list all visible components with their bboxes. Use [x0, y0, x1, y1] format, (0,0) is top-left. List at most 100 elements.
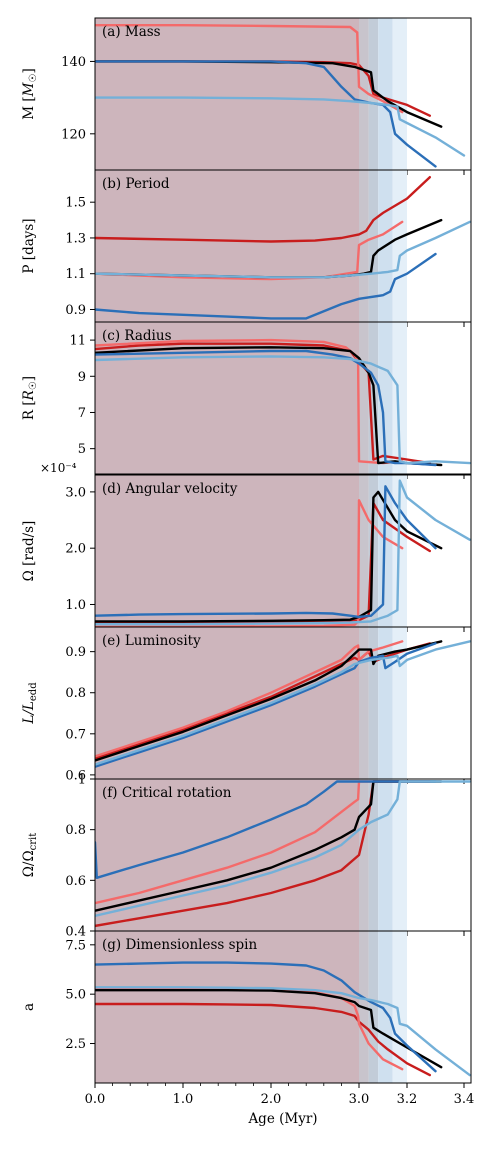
- shaded-region: [95, 170, 359, 322]
- y-tick-label: 9: [78, 370, 86, 385]
- y-tick-label: 0.9: [65, 645, 86, 660]
- y-tick-label: 120: [61, 127, 86, 142]
- panel-title: (c) Radius: [102, 328, 172, 344]
- series-lines: [95, 24, 466, 168]
- shaded-region: [378, 627, 393, 779]
- y-axis-label: P [days]: [21, 218, 37, 273]
- shaded-region: [359, 779, 369, 931]
- shaded-region: [95, 475, 359, 627]
- y-tick-label: 140: [61, 55, 86, 70]
- y-tick-label: 11: [69, 334, 86, 349]
- series-lines: [95, 961, 471, 1077]
- y-tick-label: 1.5: [65, 196, 86, 211]
- series-line: [95, 989, 443, 1069]
- y-tick-label: 0.6: [65, 874, 86, 889]
- y-axis-label: L/Ledd: [21, 682, 39, 725]
- series-lines: [95, 640, 471, 768]
- shaded-region: [378, 475, 393, 627]
- shaded-region: [359, 18, 369, 170]
- y-tick-label: 5.0: [65, 988, 86, 1003]
- panel-critical_rotation: 0.4 0.6 0.8 1 (f) Critical rotation Ω/Ωcrit: [21, 773, 472, 940]
- y-tick-label: 0.9: [65, 303, 86, 318]
- y-tick-label: 7: [78, 406, 86, 421]
- series-line: [95, 220, 404, 281]
- y-tick-label: 1.0: [65, 598, 86, 613]
- shaded-region: [95, 18, 359, 170]
- series-line: [95, 24, 404, 114]
- series-line: [95, 252, 437, 320]
- series-line: [95, 780, 437, 879]
- y-axis-label: Ω [rad/s]: [21, 521, 37, 582]
- y-tick-label: 0.8: [65, 686, 86, 701]
- shaded-region: [359, 170, 369, 322]
- y-tick-label: 2.0: [65, 542, 86, 557]
- series-line: [95, 349, 437, 467]
- x-axis-label: Age (Myr): [247, 1111, 317, 1127]
- panel-luminosity: 0.6 0.7 0.8 0.9 (e) Luminosity L/Ledd: [21, 626, 472, 784]
- y-axis-label: R [R☉]: [21, 376, 39, 420]
- shaded-regions: [95, 475, 407, 627]
- shaded-region: [392, 170, 407, 322]
- y-tick-label: 0.4: [65, 925, 86, 940]
- x-tick-label: 1.0: [173, 1092, 194, 1107]
- series-line: [95, 961, 437, 1073]
- panel-frame: [94, 321, 472, 475]
- panel-title: (g) Dimensionless spin: [102, 937, 258, 953]
- y-axis-label: Ω/Ωcrit: [21, 833, 39, 878]
- shaded-regions: [95, 627, 407, 779]
- shaded-region: [368, 931, 379, 1083]
- shaded-region: [378, 779, 393, 931]
- shaded-region: [378, 322, 393, 474]
- x-tick-label: 3.0: [349, 1092, 370, 1107]
- panel-title: (b) Period: [102, 176, 170, 192]
- y-offset-label: ×10⁻⁴: [40, 461, 77, 475]
- shaded-region: [95, 627, 359, 779]
- series-line: [95, 780, 471, 917]
- series-lines: [95, 338, 471, 467]
- panel-mass: 120 140 (a) Mass M [M☉]: [21, 17, 472, 175]
- y-tick-label: 0.7: [65, 727, 86, 742]
- shaded-region: [359, 475, 369, 627]
- panel-title: (f) Critical rotation: [102, 785, 232, 801]
- y-tick-label: 3.0: [65, 485, 86, 500]
- x-tick-label: 0.0: [85, 1092, 106, 1107]
- y-tick-label: 1.3: [65, 231, 86, 246]
- y-tick-label: 0.8: [65, 823, 86, 838]
- series-line: [95, 1002, 431, 1077]
- panel-period: 0.9 1.1 1.3 1.5 (b) Period P [days]: [21, 169, 472, 327]
- series-lines: [95, 479, 471, 627]
- panel-radius: 5 7 9 11 (c) Radius R [R☉]: [21, 321, 472, 479]
- series-line: [95, 485, 437, 619]
- y-tick-label: 7.5: [65, 938, 86, 953]
- series-line: [95, 490, 443, 623]
- series-line: [95, 640, 443, 762]
- series-line: [95, 640, 471, 766]
- series-line: [95, 640, 404, 758]
- series-line: [95, 346, 443, 467]
- shaded-region: [392, 322, 407, 474]
- shaded-region: [368, 779, 379, 931]
- panel-angular_velocity: 1.0 2.0 3.0 (d) Angular velocity Ω [rad/s] ×1…: [21, 461, 472, 632]
- series-lines: [95, 175, 471, 320]
- shaded-region: [359, 322, 369, 474]
- panel-frame: [94, 930, 472, 1084]
- series-line: [95, 96, 466, 157]
- y-tick-label: 1.1: [65, 267, 86, 282]
- shaded-region: [95, 931, 359, 1083]
- panel-title: (a) Mass: [102, 24, 161, 40]
- shaded-region: [368, 170, 379, 322]
- panel-spin: 2.5 5.0 7.5 (g) Dimensionless spin a: [21, 930, 472, 1088]
- panel-title: (e) Luminosity: [102, 633, 201, 649]
- x-axis: 0.0 1.0 2.0 3.0 3.2 3.4 Age (Myr): [85, 1092, 475, 1127]
- series-lines: [95, 780, 471, 928]
- x-tick-label: 3.4: [454, 1092, 475, 1107]
- panel-title: (d) Angular velocity: [102, 481, 238, 497]
- shaded-regions: [95, 170, 407, 322]
- shaded-region: [392, 18, 407, 170]
- y-tick-label: 0.6: [65, 768, 86, 783]
- series-line: [95, 60, 437, 168]
- y-axis-label: a: [21, 1003, 37, 1011]
- series-line: [95, 986, 471, 1077]
